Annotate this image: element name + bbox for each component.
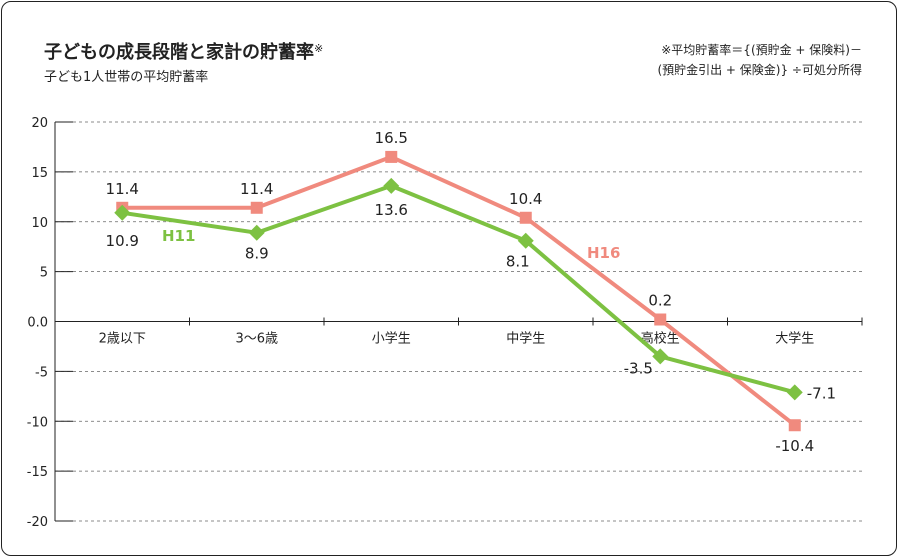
data-label-h16: 11.4 [106, 180, 139, 198]
y-tick-label: -10 [27, 415, 48, 430]
series-name-h16: H16 [587, 244, 620, 262]
marker-h16 [519, 211, 532, 224]
marker-h11 [114, 204, 131, 221]
y-tick-label: 5 [40, 266, 48, 281]
x-tick-label: 2歳以下 [99, 332, 146, 347]
x-tick-label: 高校生 [641, 331, 680, 347]
y-tick-label: -20 [27, 515, 48, 530]
y-tick-label: -5 [35, 365, 48, 380]
x-tick-label: 3～6歳 [235, 332, 278, 347]
title-note-mark: ※ [314, 42, 324, 55]
x-tick-label: 小学生 [372, 331, 411, 347]
series-name-h11: H11 [162, 227, 195, 245]
data-label-h16: 16.5 [375, 129, 408, 147]
y-tick-label: 15 [31, 166, 48, 181]
series-line-h16 [122, 154, 796, 427]
marker-h16 [654, 313, 667, 326]
chart-title: 子どもの成長段階と家計の貯蓄率※ [44, 42, 324, 63]
chart-footnote: ※平均貯蓄率＝{(預貯金 + 保険料)－ (預貯金引出 + 保険金)} ÷可処分… [657, 40, 862, 80]
marker-h11 [383, 177, 400, 194]
data-label-h11: -3.5 [624, 359, 653, 377]
footnote-line-1: ※平均貯蓄率＝{(預貯金 + 保険料)－ [661, 43, 862, 57]
data-label-h11: -7.1 [807, 384, 836, 402]
series-line-h11 [121, 183, 796, 395]
marker-h11 [248, 224, 265, 241]
data-label-h16: 11.4 [240, 180, 273, 198]
chart-subtitle: 子ども1人世帯の平均貯蓄率 [44, 70, 209, 85]
data-label-h11: 8.9 [245, 245, 269, 263]
y-tick-label: 10 [31, 216, 48, 231]
y-tick-label: -15 [27, 465, 48, 480]
y-tick-label: 20 [31, 116, 48, 131]
data-label-h11: 10.9 [106, 232, 139, 250]
marker-h16 [788, 419, 801, 432]
y-tick-label: 0.0 [27, 316, 48, 331]
data-label-h16: 0.2 [648, 292, 672, 310]
marker-h16 [385, 150, 398, 163]
data-label-h16: 10.4 [509, 190, 542, 208]
marker-h11 [786, 384, 803, 401]
footnote-line-2: (預貯金引出 + 保険金)} ÷可処分所得 [657, 63, 862, 77]
marker-h11 [652, 348, 669, 365]
data-label-h16: -10.4 [775, 437, 814, 455]
x-tick-label: 大学生 [775, 331, 814, 347]
x-tick-label: 中学生 [506, 331, 545, 347]
marker-h11 [517, 232, 534, 249]
data-label-h11: 8.1 [506, 253, 530, 271]
marker-h16 [250, 201, 263, 214]
data-label-h11: 13.6 [375, 201, 408, 219]
